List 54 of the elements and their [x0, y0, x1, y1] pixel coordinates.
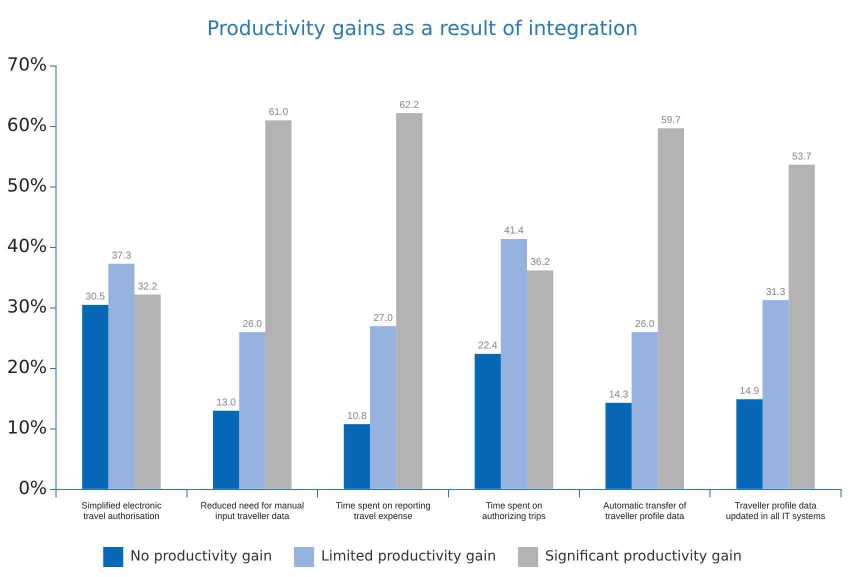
y-tick-label: 10% — [6, 418, 48, 439]
data-label: 32.2 — [138, 281, 158, 292]
bar — [370, 326, 396, 489]
y-tick-label: 20% — [6, 357, 48, 378]
bar — [500, 238, 528, 489]
bar — [762, 300, 789, 489]
y-tick-label: 0% — [18, 478, 48, 500]
x-tick-label: Traveller profile data updated in all IT systems — [726, 500, 826, 522]
bar — [265, 120, 292, 489]
bar — [788, 164, 815, 489]
legend-label: Limited productivity gain — [321, 548, 496, 565]
data-label: 53.7 — [792, 151, 812, 162]
y-tick-label: 50% — [6, 176, 48, 197]
data-label: 41.4 — [504, 226, 524, 237]
data-label: 14.9 — [740, 386, 760, 398]
legend-label: Significant productivity gain — [545, 548, 742, 565]
data-label: 30.5 — [86, 292, 106, 303]
bar — [606, 402, 632, 489]
x-tick-label: Simplified electronic travel authorisation — [81, 500, 162, 522]
y-tick-label: 70% — [6, 54, 48, 76]
data-label: 37.3 — [112, 250, 132, 262]
bar — [632, 332, 658, 489]
data-label: 26.0 — [635, 318, 655, 330]
x-tick-label: Automatic transfer of traveller profile data — [603, 500, 687, 522]
bar — [474, 354, 501, 489]
data-label: 27.0 — [373, 312, 394, 324]
data-label: 59.7 — [661, 115, 682, 126]
data-label: 26.0 — [242, 318, 262, 330]
bar — [344, 424, 370, 489]
bar — [736, 399, 762, 489]
chart-title: Productivity gains as a result of integration — [207, 16, 638, 40]
legend-label: No productivity gain — [130, 548, 272, 565]
bar — [108, 264, 135, 489]
y-tick-label: 60% — [6, 115, 48, 136]
x-tick-label: Time spent on authorizing trips — [482, 500, 546, 522]
y-tick-label: 40% — [6, 236, 48, 258]
bar — [527, 270, 554, 489]
bar — [239, 332, 266, 489]
data-label: 62.2 — [400, 100, 420, 111]
data-label: 22.4 — [478, 340, 498, 352]
data-label: 36.2 — [530, 257, 550, 268]
data-label: 31.3 — [766, 286, 786, 298]
bar — [134, 294, 161, 489]
y-tick-label: 30% — [6, 296, 48, 318]
bar — [396, 113, 422, 489]
data-label: 13.0 — [216, 398, 236, 409]
data-label: 10.8 — [347, 410, 368, 422]
data-label: 14.3 — [608, 390, 629, 401]
data-label: 61.0 — [268, 107, 289, 118]
x-tick-label: Reduced need for manual input traveller data — [200, 500, 304, 522]
bar — [658, 128, 684, 489]
x-tick-label: Time spent on reporting travel expense — [336, 500, 430, 522]
bar — [213, 410, 240, 489]
bar — [82, 304, 108, 489]
